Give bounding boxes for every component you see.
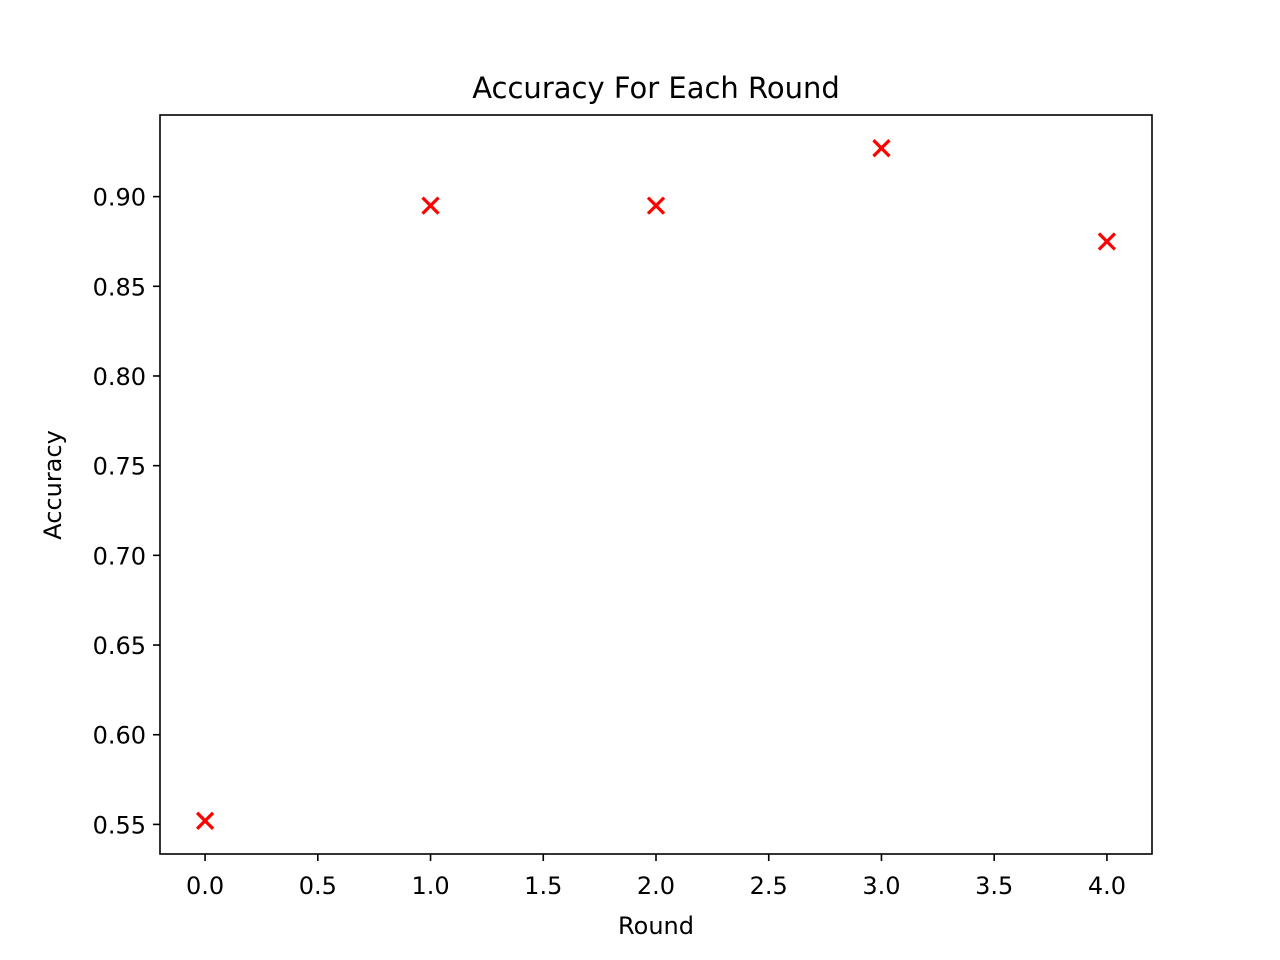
x-tick-label: 2.0 xyxy=(637,872,675,900)
x-marker-stroke xyxy=(195,811,215,830)
data-points xyxy=(195,139,1117,830)
y-tick-label: 0.65 xyxy=(93,632,146,660)
y-axis-label: Accuracy xyxy=(39,430,67,540)
x-marker-stroke xyxy=(1097,232,1117,251)
data-point xyxy=(195,811,215,830)
data-point xyxy=(872,139,891,158)
x-tick-label: 1.5 xyxy=(524,872,562,900)
data-point xyxy=(421,196,440,215)
x-marker-stroke xyxy=(646,196,666,215)
x-tick-label: 0.5 xyxy=(299,872,337,900)
y-tick-label: 0.75 xyxy=(93,453,146,481)
chart-title: Accuracy For Each Round xyxy=(472,71,840,105)
y-tick-label: 0.55 xyxy=(93,811,146,839)
data-point xyxy=(646,196,666,215)
plot-frame xyxy=(159,114,1153,855)
y-tick-label: 0.80 xyxy=(93,363,146,391)
x-tick-label: 3.5 xyxy=(975,872,1013,900)
x-axis-label: Round xyxy=(618,912,694,940)
y-tick-label: 0.60 xyxy=(93,722,146,750)
y-tick-label: 0.90 xyxy=(93,184,146,212)
x-tick-label: 2.5 xyxy=(750,872,788,900)
x-marker-stroke xyxy=(421,196,440,215)
x-tick-label: 0.0 xyxy=(186,872,224,900)
x-axis: 0.0 0.5 1.0 1.5 2.0 2.5 3.0 3.5 4.0 xyxy=(186,854,1126,900)
x-tick-label: 3.0 xyxy=(862,872,900,900)
x-tick-label: 4.0 xyxy=(1088,872,1126,900)
x-marker-stroke xyxy=(872,139,891,158)
data-point xyxy=(1097,232,1117,251)
y-tick-label: 0.70 xyxy=(93,542,146,570)
x-tick-label: 1.0 xyxy=(411,872,449,900)
y-axis: 0.55 0.60 0.65 0.70 0.75 0.80 0.85 0.90 xyxy=(93,184,160,839)
y-tick-label: 0.85 xyxy=(93,273,146,301)
